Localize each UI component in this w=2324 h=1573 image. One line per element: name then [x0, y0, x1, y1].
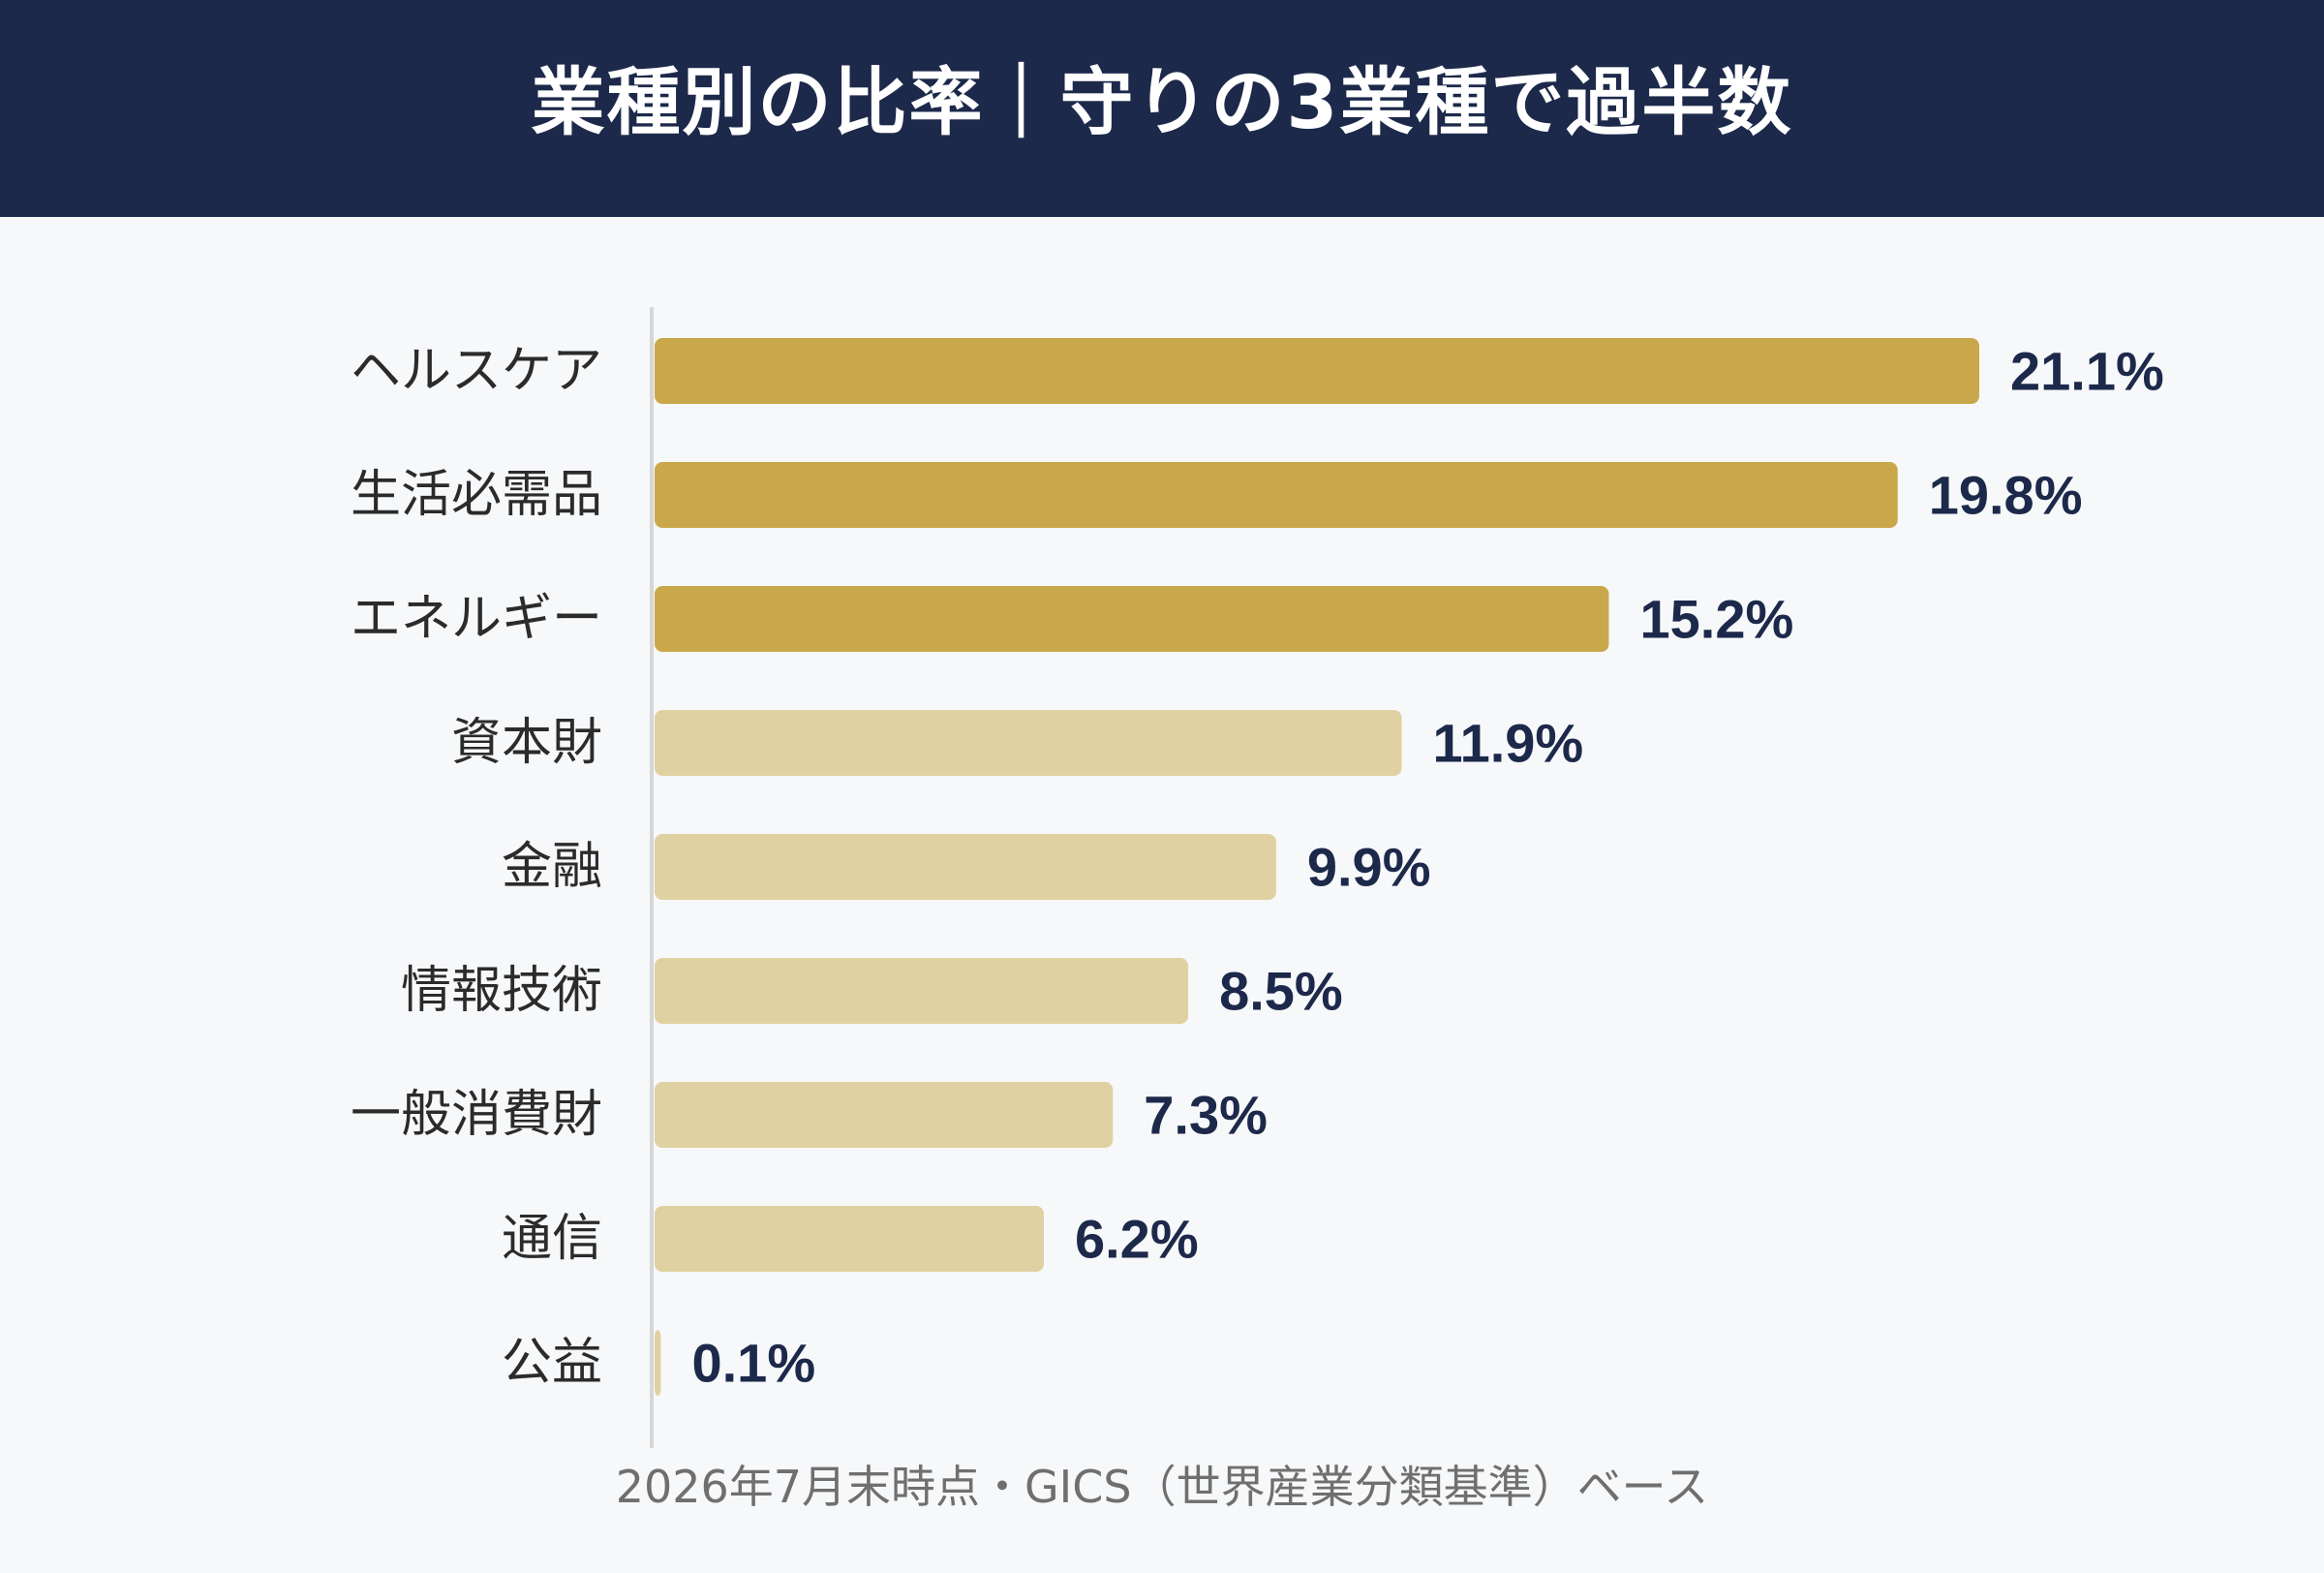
value-label-3: 15.2% [1639, 589, 1793, 650]
bar-2 [655, 462, 1898, 528]
bar-5 [655, 834, 1276, 900]
category-label-3: エネルギー [351, 590, 602, 648]
value-label-4: 11.9% [1433, 713, 1584, 774]
value-label-2: 19.8% [1929, 465, 2083, 526]
chart-title: 業種別の比率｜守りの3業種で過半数 [531, 59, 1793, 145]
category-label-8: 通信 [502, 1210, 602, 1268]
category-label-5: 金融 [502, 838, 602, 896]
bar-3 [655, 586, 1609, 652]
category-label-1: ヘルスケア [351, 342, 602, 400]
category-label-6: 情報技術 [401, 962, 602, 1020]
category-label-9: 公益 [502, 1334, 602, 1392]
footnote: 2026年7月末時点・GICS（世界産業分類基準）ベース [615, 1461, 1709, 1513]
category-label-7: 一般消費財 [351, 1086, 602, 1144]
bar-4 [655, 710, 1402, 776]
value-label-6: 8.5% [1219, 961, 1343, 1022]
category-label-2: 生活必需品 [351, 466, 602, 524]
value-label-9: 0.1% [691, 1333, 815, 1394]
bar-9 [655, 1330, 661, 1396]
header-band [0, 0, 2324, 217]
value-label-5: 9.9% [1307, 837, 1431, 898]
value-label-1: 21.1% [2010, 341, 2164, 402]
bar-6 [655, 958, 1189, 1024]
bar-8 [655, 1206, 1044, 1272]
bar-1 [655, 338, 1979, 404]
bar-chart: ヘルスケア 21.1% 生活必需品 19.8% エネルギー 15.2% 資本財 11.9% 金融… [351, 307, 2164, 1448]
category-label-4: 資本財 [451, 714, 602, 772]
value-label-8: 6.2% [1075, 1209, 1199, 1270]
bar-7 [655, 1082, 1114, 1148]
value-label-7: 7.3% [1144, 1085, 1268, 1146]
